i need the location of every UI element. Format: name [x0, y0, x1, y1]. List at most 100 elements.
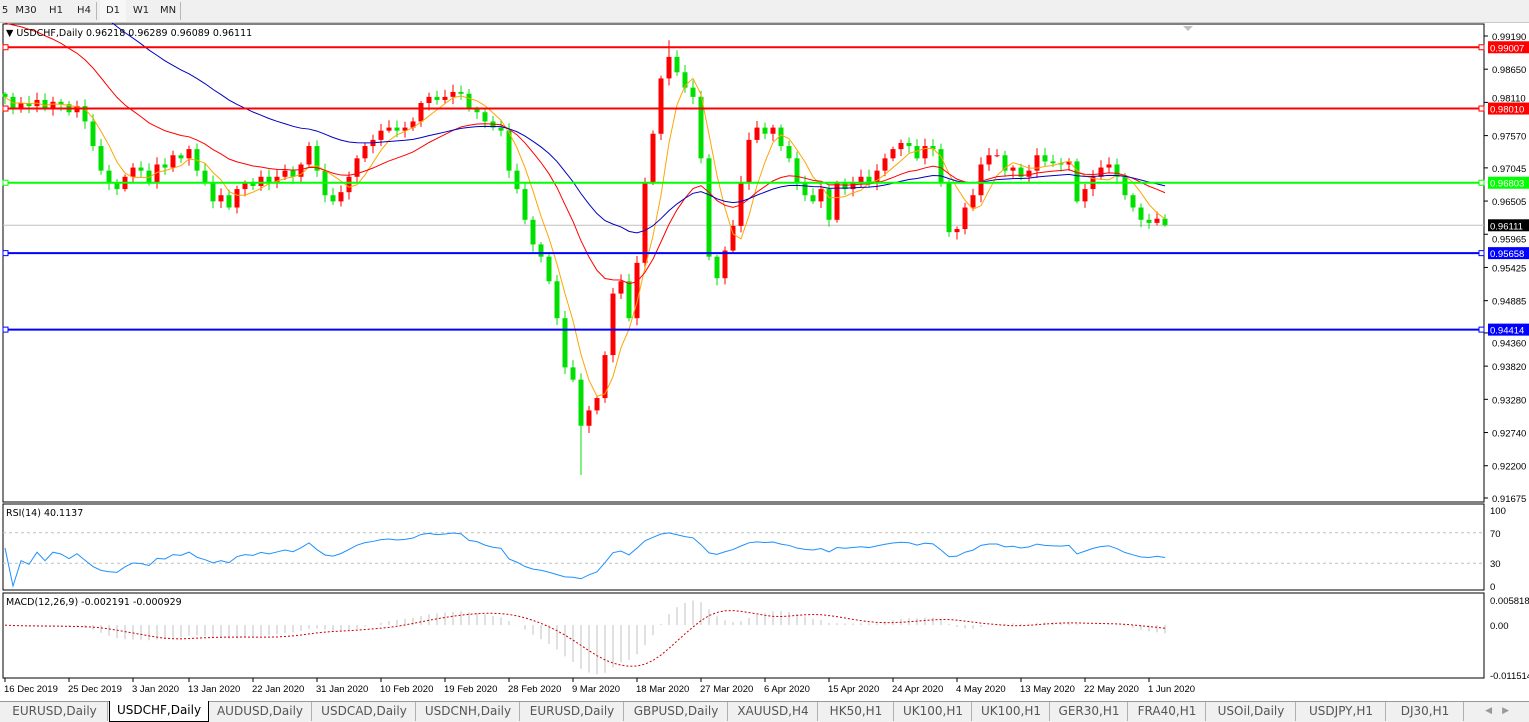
- bear-candle: [1074, 161, 1080, 202]
- bull-candle: [50, 101, 56, 110]
- bull-candle: [834, 182, 840, 220]
- bear-candle: [146, 170, 152, 183]
- bear-candle: [786, 146, 792, 159]
- chart-tab[interactable]: FRA40,H1: [1129, 702, 1206, 721]
- bull-candle: [170, 155, 176, 168]
- bear-candle: [762, 127, 768, 134]
- line-anchor-handle[interactable]: [1478, 105, 1485, 112]
- chart-menu-triangle-icon[interactable]: ▼: [6, 28, 14, 39]
- macd-title: MACD(12,26,9) -0.002191 -0.000929: [6, 597, 182, 608]
- bear-candle: [946, 182, 952, 233]
- chart-tab[interactable]: GER30,H1: [1051, 702, 1128, 721]
- bear-candle: [138, 167, 144, 171]
- line-anchor-handle[interactable]: [2, 105, 9, 112]
- chart-tab[interactable]: DJ30,H1: [1387, 702, 1464, 721]
- line-anchor-handle[interactable]: [1478, 326, 1485, 333]
- chart-tab[interactable]: GBPUSD,Daily: [625, 702, 728, 721]
- bear-candle: [826, 189, 832, 220]
- bear-candle: [178, 155, 184, 159]
- chart-tab[interactable]: UK100,H1: [973, 702, 1050, 721]
- bear-candle: [906, 142, 912, 147]
- bear-candle: [114, 182, 120, 190]
- timeframe-5[interactable]: 5: [1, 5, 9, 16]
- date-axis-label: 18 Mar 2020: [636, 684, 689, 695]
- line-anchor-handle[interactable]: [2, 250, 9, 257]
- timeframe-m30[interactable]: M30: [15, 5, 37, 16]
- price-line-label: 0.98010: [1490, 105, 1524, 116]
- chart-tab[interactable]: EURUSD,Daily: [2, 702, 108, 721]
- timeframe-d1[interactable]: D1: [100, 0, 126, 22]
- line-anchor-handle[interactable]: [2, 44, 9, 51]
- bull-candle: [722, 250, 728, 279]
- chart-tab[interactable]: AUDUSD,Daily: [209, 702, 312, 721]
- chart-tab[interactable]: USDJPY,H1: [1297, 702, 1386, 721]
- toolbar-separator: [180, 2, 181, 20]
- line-anchor-handle[interactable]: [1478, 179, 1485, 186]
- bull-candle: [890, 149, 896, 159]
- bull-candle: [450, 91, 456, 97]
- bull-candle: [354, 158, 360, 177]
- bear-candle: [1018, 167, 1024, 177]
- bear-candle: [106, 170, 112, 183]
- timeframe-h4[interactable]: H4: [77, 5, 91, 16]
- bear-candle: [674, 56, 680, 73]
- chart-window[interactable]: 0.99190 0.98650 0.98110 0.97570 0.97045 0.965…: [0, 23, 1529, 701]
- price-axis-label: 0.97570: [1492, 132, 1526, 143]
- bull-candle: [418, 103, 424, 122]
- bear-candle: [802, 182, 808, 196]
- bull-candle: [346, 176, 352, 193]
- price-line-label: 0.94414: [1490, 326, 1524, 337]
- chart-tab[interactable]: EURUSD,Daily: [521, 702, 624, 721]
- bear-candle: [514, 170, 520, 190]
- chart-tab[interactable]: USDCNH,Daily: [417, 702, 520, 721]
- bear-candle: [938, 149, 944, 183]
- timeframe-h1[interactable]: H1: [49, 5, 63, 16]
- bull-candle: [658, 78, 664, 134]
- tab-scroll-arrows-icon[interactable]: ◀▶: [1485, 706, 1519, 716]
- date-axis-label: 15 Apr 2020: [828, 684, 879, 695]
- chart-tab[interactable]: USDCHF,Daily: [109, 701, 209, 722]
- bear-candle: [682, 72, 688, 88]
- line-anchor-handle[interactable]: [2, 326, 9, 333]
- macd-axis-label: 0.00: [1490, 621, 1509, 632]
- bull-candle: [986, 155, 992, 165]
- bear-candle: [914, 146, 920, 159]
- price-axis-label: 0.94360: [1492, 339, 1526, 350]
- line-anchor-handle[interactable]: [1478, 44, 1485, 51]
- chart-tab[interactable]: USOil,Daily: [1207, 702, 1296, 721]
- chart-shift-marker-icon[interactable]: [1183, 26, 1193, 31]
- bear-candle: [58, 101, 64, 105]
- bull-candle: [970, 195, 976, 208]
- bear-candle: [538, 244, 544, 257]
- bull-candle: [298, 164, 304, 177]
- toolbar-separator: [96, 2, 97, 20]
- chart-tab[interactable]: HK50,H1: [819, 702, 894, 721]
- bull-candle: [234, 189, 240, 208]
- chart-tab[interactable]: XAUUSD,H4: [729, 702, 818, 721]
- chart-canvas[interactable]: 0.99190 0.98650 0.98110 0.97570 0.97045 0.965…: [0, 23, 1529, 701]
- bull-candle: [258, 176, 264, 187]
- line-anchor-handle[interactable]: [2, 179, 9, 186]
- bear-candle: [810, 195, 816, 202]
- price-axis-label: 0.93820: [1492, 362, 1526, 373]
- bull-candle: [274, 176, 280, 183]
- chart-tabs-bar: ◀▶ EURUSD,Daily USDCHF,Daily AUDUSD,Daily U…: [0, 701, 1529, 722]
- chart-tab[interactable]: USDCAD,Daily: [313, 702, 416, 721]
- current-price-label: 0.96111: [1490, 221, 1523, 232]
- bear-candle: [1114, 164, 1120, 177]
- bear-candle: [570, 367, 576, 380]
- timeframe-w1[interactable]: W1: [132, 5, 150, 16]
- bear-candle: [162, 164, 168, 168]
- bear-candle: [458, 91, 464, 94]
- bull-candle: [858, 176, 864, 183]
- bull-candle: [442, 96, 448, 100]
- price-axis-label: 0.92200: [1492, 462, 1526, 473]
- rsi-title: RSI(14) 40.1137: [6, 508, 84, 519]
- timeframe-mn[interactable]: MN: [159, 5, 177, 16]
- bull-candle: [402, 127, 408, 131]
- line-anchor-handle[interactable]: [1478, 250, 1485, 257]
- price-axis-label: 0.94885: [1492, 297, 1526, 308]
- chart-tab[interactable]: UK100,H1: [895, 702, 972, 721]
- bear-candle: [1042, 155, 1048, 162]
- price-panel: [2, 23, 1485, 503]
